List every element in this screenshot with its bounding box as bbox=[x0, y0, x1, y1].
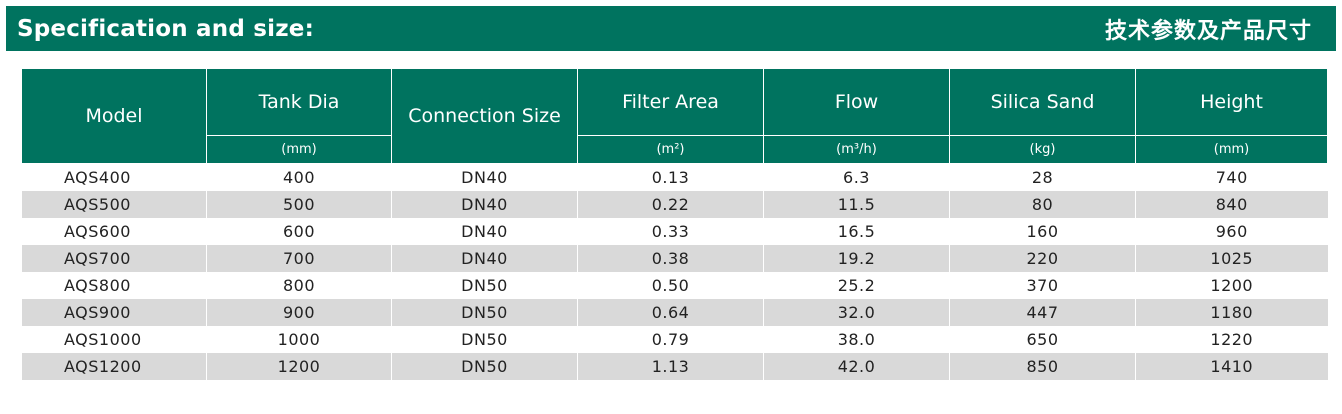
section-title-english: Specification and size: bbox=[17, 15, 314, 42]
table-row: AQS500 500 DN40 0.22 11.5 80 840 bbox=[21, 191, 1328, 218]
cell-filter-area: 0.38 bbox=[577, 245, 764, 272]
cell-silica-sand: 220 bbox=[949, 245, 1136, 272]
cell-connection-size: DN50 bbox=[391, 299, 578, 326]
cell-flow: 19.2 bbox=[763, 245, 950, 272]
cell-connection-size: DN40 bbox=[391, 163, 578, 191]
cell-flow: 16.5 bbox=[763, 218, 950, 245]
section-title-bar: Specification and size: 技术参数及产品尺寸 bbox=[6, 6, 1336, 51]
cell-tank-dia: 600 bbox=[206, 218, 392, 245]
table-row: AQS800 800 DN50 0.50 25.2 370 1200 bbox=[21, 272, 1328, 299]
cell-connection-size: DN40 bbox=[391, 245, 578, 272]
cell-tank-dia: 900 bbox=[206, 299, 392, 326]
cell-silica-sand: 650 bbox=[949, 326, 1136, 353]
cell-connection-size: DN50 bbox=[391, 272, 578, 299]
unit-height: (mm) bbox=[1135, 135, 1328, 164]
cell-height: 1410 bbox=[1135, 353, 1328, 380]
column-header-filter-area: Filter Area bbox=[577, 68, 764, 136]
cell-height: 960 bbox=[1135, 218, 1328, 245]
unit-filter-area: (m²) bbox=[577, 135, 764, 164]
specification-table: Model Tank Dia Connection Size Filter Ar… bbox=[21, 68, 1328, 380]
cell-model: AQS1200 bbox=[21, 353, 207, 380]
cell-tank-dia: 400 bbox=[206, 163, 392, 191]
table-row: AQS700 700 DN40 0.38 19.2 220 1025 bbox=[21, 245, 1328, 272]
column-header-connection-size: Connection Size bbox=[391, 68, 578, 164]
cell-flow: 25.2 bbox=[763, 272, 950, 299]
cell-filter-area: 0.64 bbox=[577, 299, 764, 326]
cell-flow: 42.0 bbox=[763, 353, 950, 380]
cell-connection-size: DN40 bbox=[391, 218, 578, 245]
cell-flow: 38.0 bbox=[763, 326, 950, 353]
column-header-tank-dia: Tank Dia bbox=[206, 68, 392, 136]
cell-connection-size: DN50 bbox=[391, 353, 578, 380]
cell-model: AQS700 bbox=[21, 245, 207, 272]
cell-flow: 6.3 bbox=[763, 163, 950, 191]
table-row: AQS900 900 DN50 0.64 32.0 447 1180 bbox=[21, 299, 1328, 326]
unit-silica-sand: (kg) bbox=[949, 135, 1136, 164]
table-body: AQS400 400 DN40 0.13 6.3 28 740 AQS500 5… bbox=[21, 163, 1328, 380]
unit-tank-dia: (mm) bbox=[206, 135, 392, 164]
cell-model: AQS900 bbox=[21, 299, 207, 326]
cell-height: 1025 bbox=[1135, 245, 1328, 272]
cell-filter-area: 0.79 bbox=[577, 326, 764, 353]
table-row: AQS1200 1200 DN50 1.13 42.0 850 1410 bbox=[21, 353, 1328, 380]
table-header: Model Tank Dia Connection Size Filter Ar… bbox=[21, 68, 1328, 164]
cell-silica-sand: 850 bbox=[949, 353, 1136, 380]
cell-filter-area: 0.33 bbox=[577, 218, 764, 245]
column-header-model: Model bbox=[21, 68, 207, 164]
cell-silica-sand: 370 bbox=[949, 272, 1136, 299]
cell-filter-area: 1.13 bbox=[577, 353, 764, 380]
table-row: AQS1000 1000 DN50 0.79 38.0 650 1220 bbox=[21, 326, 1328, 353]
cell-height: 1200 bbox=[1135, 272, 1328, 299]
cell-model: AQS600 bbox=[21, 218, 207, 245]
cell-silica-sand: 80 bbox=[949, 191, 1136, 218]
cell-model: AQS1000 bbox=[21, 326, 207, 353]
cell-silica-sand: 160 bbox=[949, 218, 1136, 245]
cell-height: 1220 bbox=[1135, 326, 1328, 353]
table-row: AQS400 400 DN40 0.13 6.3 28 740 bbox=[21, 163, 1328, 191]
cell-height: 1180 bbox=[1135, 299, 1328, 326]
cell-height: 740 bbox=[1135, 163, 1328, 191]
cell-tank-dia: 500 bbox=[206, 191, 392, 218]
column-header-silica-sand: Silica Sand bbox=[949, 68, 1136, 136]
cell-silica-sand: 28 bbox=[949, 163, 1136, 191]
cell-model: AQS500 bbox=[21, 191, 207, 218]
cell-filter-area: 0.13 bbox=[577, 163, 764, 191]
column-header-height: Height bbox=[1135, 68, 1328, 136]
cell-filter-area: 0.50 bbox=[577, 272, 764, 299]
table-row: AQS600 600 DN40 0.33 16.5 160 960 bbox=[21, 218, 1328, 245]
cell-height: 840 bbox=[1135, 191, 1328, 218]
unit-flow: (m³/h) bbox=[763, 135, 950, 164]
cell-model: AQS400 bbox=[21, 163, 207, 191]
section-title-chinese: 技术参数及产品尺寸 bbox=[1104, 18, 1312, 44]
cell-tank-dia: 700 bbox=[206, 245, 392, 272]
cell-flow: 11.5 bbox=[763, 191, 950, 218]
cell-tank-dia: 1200 bbox=[206, 353, 392, 380]
cell-filter-area: 0.22 bbox=[577, 191, 764, 218]
cell-tank-dia: 1000 bbox=[206, 326, 392, 353]
cell-model: AQS800 bbox=[21, 272, 207, 299]
cell-silica-sand: 447 bbox=[949, 299, 1136, 326]
column-header-flow: Flow bbox=[763, 68, 950, 136]
cell-tank-dia: 800 bbox=[206, 272, 392, 299]
cell-connection-size: DN50 bbox=[391, 326, 578, 353]
cell-connection-size: DN40 bbox=[391, 191, 578, 218]
cell-flow: 32.0 bbox=[763, 299, 950, 326]
